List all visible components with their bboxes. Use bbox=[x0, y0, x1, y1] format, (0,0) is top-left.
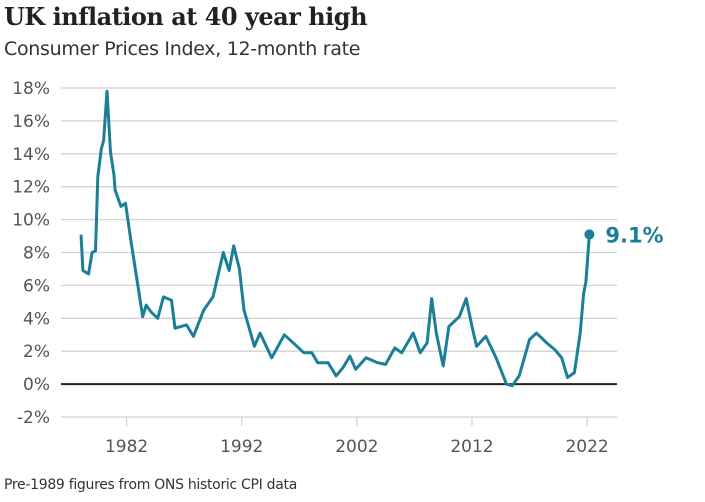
x-tick-label: 2012 bbox=[450, 437, 493, 457]
x-tick-label: 1982 bbox=[105, 437, 148, 457]
x-tick-label: 2022 bbox=[565, 437, 608, 457]
y-tick-label: 0% bbox=[23, 375, 50, 395]
series-layer: 9.1% bbox=[61, 89, 664, 388]
x-axis-ticks: 1982 1992 2002 2012 2022 bbox=[105, 417, 609, 457]
chart-footnote: Pre-1989 figures from ONS historic CPI d… bbox=[4, 477, 297, 493]
chart-title: UK inflation at 40 year high bbox=[4, 2, 368, 31]
y-axis-ticks: -2% 0% 2% 4% 6% 8% 10% 12% 14% 16% 18% bbox=[12, 79, 50, 428]
y-tick-label: 18% bbox=[12, 79, 50, 99]
y-tick-label: -2% bbox=[17, 408, 50, 428]
y-tick-label: 2% bbox=[23, 342, 50, 362]
chart-subtitle: Consumer Prices Index, 12-month rate bbox=[4, 38, 361, 60]
y-tick-label: 6% bbox=[23, 276, 50, 296]
x-tick-label: 1992 bbox=[220, 437, 263, 457]
series-line bbox=[79, 89, 591, 388]
y-tick-label: 14% bbox=[12, 145, 50, 165]
y-tick-label: 4% bbox=[23, 309, 50, 329]
y-tick-label: 16% bbox=[12, 112, 50, 132]
gridlines bbox=[61, 87, 617, 418]
end-value-label: 9.1% bbox=[605, 223, 663, 247]
end-point-marker bbox=[584, 229, 595, 240]
y-tick-label: 12% bbox=[12, 178, 50, 198]
y-tick-label: 8% bbox=[23, 244, 50, 264]
y-tick-label: 10% bbox=[12, 211, 50, 231]
x-tick-label: 2002 bbox=[335, 437, 378, 457]
